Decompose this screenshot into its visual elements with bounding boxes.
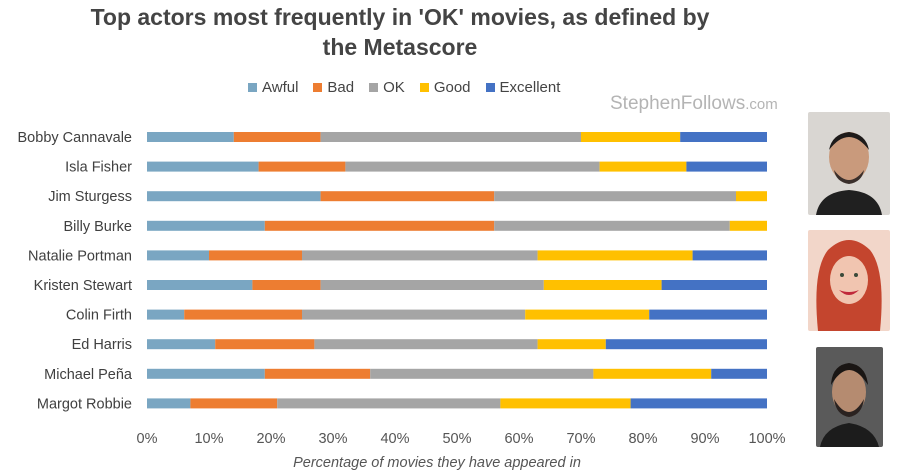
bar-segment-excellent — [630, 398, 767, 409]
actor-photo-3 — [816, 347, 883, 447]
category-label: Billy Burke — [64, 219, 133, 235]
legend-item-awful: Awful — [248, 79, 298, 96]
bar-segment-awful — [147, 220, 265, 231]
bar-segment-good — [593, 368, 712, 379]
bar-segment-good — [525, 309, 650, 320]
x-tick-label: 30% — [318, 431, 347, 447]
bar-segment-excellent — [649, 309, 767, 320]
bar-segment-ok — [314, 339, 538, 350]
bar-segment-bad — [320, 191, 495, 202]
x-tick-label: 40% — [380, 431, 409, 447]
bar-segment-ok — [345, 161, 600, 172]
x-tick-label: 50% — [442, 431, 471, 447]
legend-label: Bad — [327, 79, 355, 96]
bar-segment-bad — [233, 132, 321, 142]
bar-segment-awful — [147, 132, 234, 142]
bar-segment-good — [543, 280, 662, 290]
category-label: Colin Firth — [66, 308, 132, 324]
category-label: Michael Peña — [44, 367, 133, 383]
bar-segment-ok — [494, 220, 730, 231]
bar-segment-ok — [302, 250, 538, 261]
bar-segment-good — [581, 132, 681, 142]
bar-segment-ok — [320, 132, 581, 142]
bar-segment-good — [500, 398, 631, 409]
bar-segment-bad — [209, 250, 302, 261]
category-label: Kristen Stewart — [34, 278, 132, 294]
x-tick-label: 80% — [628, 431, 657, 447]
chart-legend: Awful Bad OK Good Excellent — [248, 79, 560, 96]
bar-segment-good — [537, 250, 693, 261]
category-label: Ed Harris — [72, 337, 132, 353]
legend-label: Good — [433, 79, 471, 96]
x-tick-label: 70% — [566, 431, 595, 447]
bar-segment-excellent — [692, 250, 767, 261]
chart-title-line-2: the Metascore — [322, 34, 478, 60]
category-label: Natalie Portman — [28, 248, 132, 264]
bar-segment-ok — [370, 368, 594, 379]
bar-segment-bad — [184, 309, 302, 320]
legend-swatch — [369, 83, 379, 92]
bar-segment-good — [729, 220, 767, 231]
legend-swatch — [419, 83, 429, 92]
bar-segment-ok — [302, 309, 526, 320]
x-tick-label: 10% — [194, 431, 223, 447]
category-label: Bobby Cannavale — [18, 130, 132, 146]
bar-segment-good — [599, 161, 687, 172]
bar-segment-ok — [494, 191, 736, 202]
bar-segment-excellent — [661, 280, 767, 290]
watermark-main: StephenFollows — [610, 93, 746, 114]
category-label: Isla Fisher — [65, 160, 132, 176]
bar-segment-awful — [147, 339, 216, 350]
legend-swatch — [248, 83, 257, 92]
bar-segment-good — [736, 191, 767, 202]
chart-title: Top actors most frequently in 'OK' movie… — [40, 2, 760, 62]
bar-segment-bad — [215, 339, 315, 350]
bar-segment-excellent — [711, 368, 767, 379]
legend-item-excellent: Excellent — [485, 79, 561, 96]
actor-photo-2 — [808, 230, 890, 331]
legend-swatch — [313, 83, 323, 92]
watermark-suffix: .com — [745, 96, 778, 113]
category-label: Margot Robbie — [37, 396, 132, 412]
bar-segment-awful — [147, 309, 185, 320]
bar-segment-awful — [147, 161, 259, 172]
bar-segment-excellent — [605, 339, 767, 350]
x-tick-label: 100% — [748, 431, 785, 447]
legend-item-good: Good — [419, 79, 471, 96]
legend-swatch — [485, 83, 495, 92]
actor-photo-1 — [808, 112, 890, 215]
x-axis-title: Percentage of movies they have appeared … — [293, 455, 581, 471]
bar-segment-awful — [147, 398, 191, 409]
bar-segment-bad — [264, 220, 495, 231]
bar-segment-bad — [258, 161, 346, 172]
legend-item-bad: Bad — [313, 79, 354, 96]
watermark: StephenFollows.com — [610, 93, 778, 115]
bar-segment-awful — [147, 280, 253, 290]
x-tick-label: 60% — [504, 431, 533, 447]
legend-label: Awful — [262, 79, 299, 96]
bar-segment-awful — [147, 250, 209, 261]
bar-segment-ok — [277, 398, 501, 409]
bar-segment-bad — [190, 398, 278, 409]
bar-segment-excellent — [680, 132, 767, 142]
bar-segment-ok — [320, 280, 544, 290]
legend-label: OK — [383, 79, 405, 96]
x-tick-label: 90% — [690, 431, 719, 447]
bar-segment-excellent — [686, 161, 767, 172]
chart-title-line-1: Top actors most frequently in 'OK' movie… — [90, 4, 710, 30]
category-label: Jim Sturgess — [48, 189, 132, 205]
bar-segment-awful — [147, 368, 265, 379]
legend-item-ok: OK — [369, 79, 405, 96]
bar-segment-bad — [252, 280, 321, 290]
x-tick-label: 0% — [137, 431, 158, 447]
x-tick-label: 20% — [256, 431, 285, 447]
bar-segment-bad — [264, 368, 371, 379]
legend-label: Excellent — [499, 79, 561, 96]
bar-segment-good — [537, 339, 606, 350]
bar-segment-awful — [147, 191, 321, 202]
